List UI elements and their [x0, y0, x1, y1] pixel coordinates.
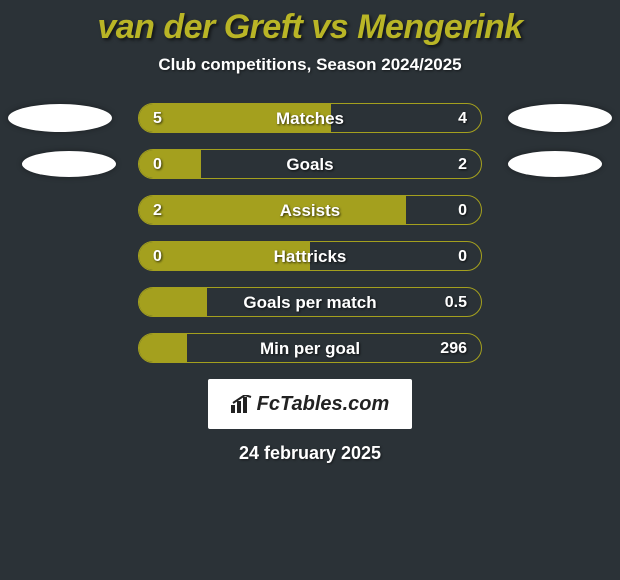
team-badge-right	[508, 151, 602, 177]
team-badge-left	[22, 151, 116, 177]
chart-icon	[231, 395, 253, 413]
stat-label: Matches	[139, 104, 481, 133]
subtitle: Club competitions, Season 2024/2025	[0, 55, 620, 75]
stat-row: 54Matches	[0, 103, 620, 133]
stat-row: 20Assists	[0, 195, 620, 225]
stat-label: Assists	[139, 196, 481, 225]
stat-bar: 0.5Goals per match	[138, 287, 482, 317]
logo-text: FcTables.com	[257, 393, 390, 416]
stat-label: Goals per match	[139, 288, 481, 317]
stat-row: 0.5Goals per match	[0, 287, 620, 317]
logo-box: FcTables.com	[208, 379, 412, 429]
stat-bar: 296Min per goal	[138, 333, 482, 363]
stat-bar: 54Matches	[138, 103, 482, 133]
team-badge-left	[8, 104, 112, 132]
stat-label: Hattricks	[139, 242, 481, 271]
stat-row: 02Goals	[0, 149, 620, 179]
stat-bar: 20Assists	[138, 195, 482, 225]
stat-bar: 02Goals	[138, 149, 482, 179]
stat-label: Goals	[139, 150, 481, 179]
page-title: van der Greft vs Mengerink	[0, 0, 620, 47]
stat-row: 00Hattricks	[0, 241, 620, 271]
stat-bar: 00Hattricks	[138, 241, 482, 271]
stats-container: 54Matches 02Goals 20Assists 00Hattricks 0.5G…	[0, 103, 620, 363]
stat-label: Min per goal	[139, 334, 481, 363]
team-badge-right	[508, 104, 612, 132]
stat-row: 296Min per goal	[0, 333, 620, 363]
logo: FcTables.com	[231, 393, 390, 416]
date-line: 24 february 2025	[0, 443, 620, 464]
